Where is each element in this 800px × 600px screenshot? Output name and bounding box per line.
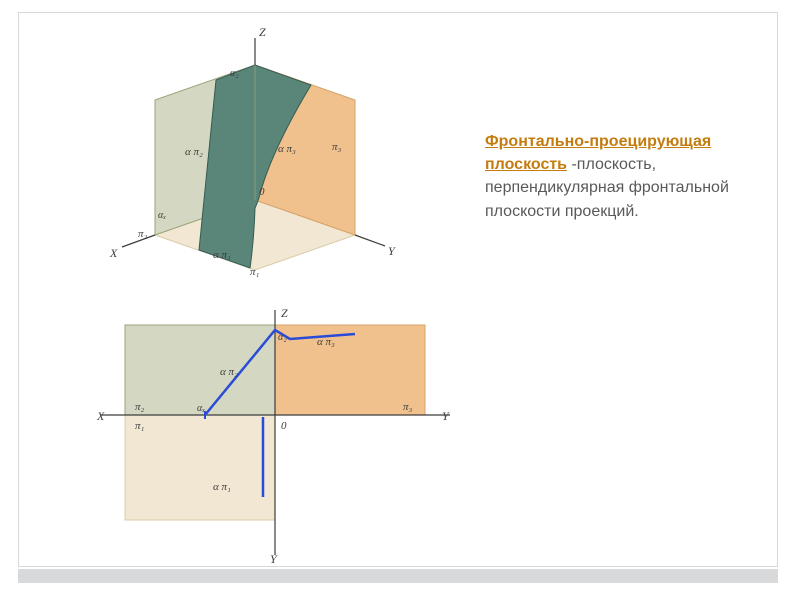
axonometric-diagram: Z X Y 0 α₂ α π₂ α π₃ π₃ π₂ αₓ α π₁ π₁ [100,20,400,285]
a2-label-b: α₂ [278,332,287,343]
api2-label-b: α π₂ [220,366,238,378]
api2-label: α π₂ [185,146,203,158]
origin-label: 0 [259,186,265,198]
axis-y-down-label: Y [270,552,278,565]
pi2-label-b: π₂ [135,401,145,413]
pi1-label-b: π₁ [135,420,145,432]
ax-label-top: αₓ [158,210,166,221]
pi3-label-top: π₃ [332,141,342,153]
axis-x-label-b: X [96,409,105,423]
api3-label-b: α π₃ [317,336,335,348]
a2-label: α₂ [230,68,239,79]
pi2-rect [125,325,275,415]
ax-label-b: αₓ [197,403,205,414]
axis-y-right [355,235,385,246]
axis-x-label: X [109,246,118,260]
pi1-label-top: π₁ [250,266,260,278]
api1-label-b: α π₁ [213,481,231,493]
axis-z-label: Z [259,25,266,39]
epure-diagram: Z X Y Y 0 π₂ π₁ π₃ αₓ α₂ α π₂ α π₃ α π₁ [95,305,455,565]
pi1-rect [125,415,275,520]
definition-text: Фронтально-проецирующая плоскость -плоск… [485,130,755,223]
axis-y-label: Y [388,244,396,258]
pi2-label-top: π₂ [138,228,148,240]
axis-z-label-b: Z [281,306,288,320]
axis-y-label-b: Y [442,409,450,423]
origin-label-b: 0 [281,420,287,432]
footer-bar [18,569,778,583]
api3-label: α π₃ [278,143,296,155]
pi3-label-b: π₃ [403,401,413,413]
api1-label: α π₁ [213,249,231,261]
